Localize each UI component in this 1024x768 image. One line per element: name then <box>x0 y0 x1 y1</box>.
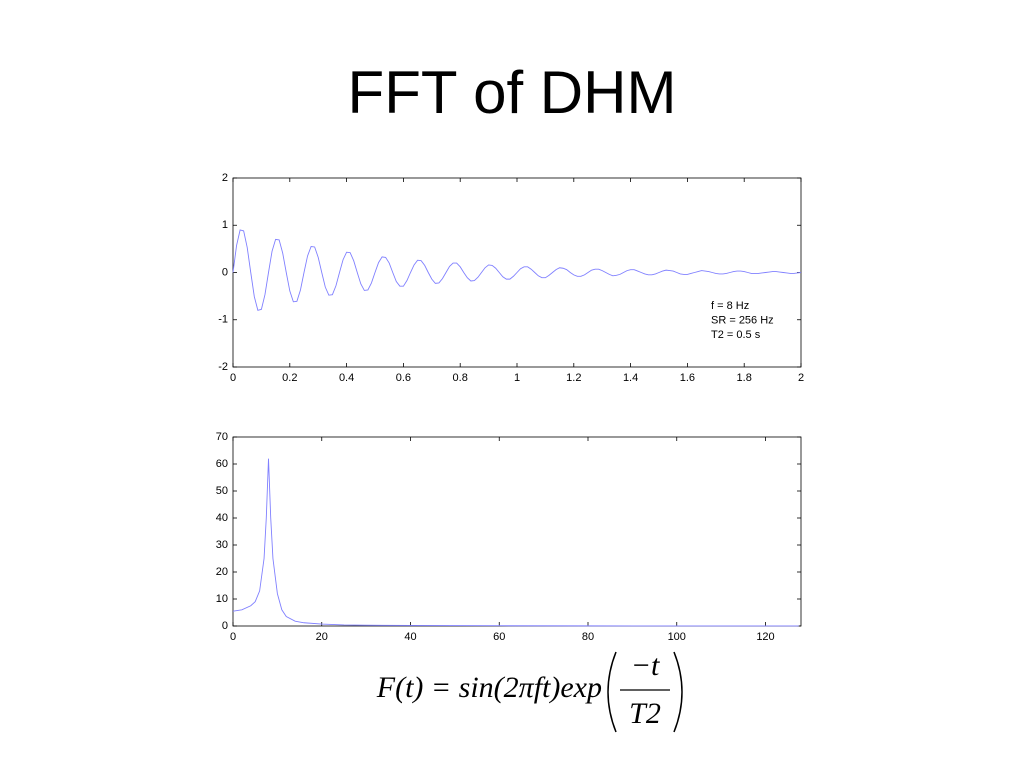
data-line <box>232 229 802 311</box>
y-tick-label: -2 <box>218 361 228 373</box>
paren-left <box>607 651 617 733</box>
x-tick-label: 1.4 <box>623 372 638 384</box>
annotation: T2 = 0.5 s <box>711 329 761 341</box>
y-tick-label: 50 <box>216 485 228 497</box>
x-tick-label: 0.6 <box>396 372 411 384</box>
formula: F(t) = sin(2πft)exp −t T2 <box>376 649 683 733</box>
x-tick-label: 0 <box>230 372 236 384</box>
formula-denominator: T2 <box>629 697 661 730</box>
formula-lhs: F(t) = sin(2πft)exp <box>376 671 602 704</box>
x-tick-label: 1.6 <box>680 372 695 384</box>
y-tick-label: 0 <box>222 620 228 632</box>
formula-numerator: −t <box>631 649 660 682</box>
x-tick-label: 0.2 <box>282 372 297 384</box>
y-tick-label: 70 <box>216 431 228 443</box>
annotation: SR = 256 Hz <box>711 314 774 326</box>
x-tick-label: 2 <box>798 372 804 384</box>
x-tick-label: 40 <box>404 631 416 643</box>
x-tick-label: 0.4 <box>339 372 354 384</box>
x-tick-label: 100 <box>668 631 686 643</box>
y-tick-label: 0 <box>222 266 228 278</box>
y-tick-label: 10 <box>216 593 228 605</box>
x-tick-label: 60 <box>493 631 505 643</box>
x-tick-label: 0.8 <box>453 372 468 384</box>
x-tick-label: 0 <box>230 631 236 643</box>
slide-title: FFT of DHM <box>348 59 677 126</box>
x-tick-label: 1 <box>514 372 520 384</box>
y-tick-label: 20 <box>216 566 228 578</box>
x-tick-label: 1.2 <box>566 372 581 384</box>
annotation: f = 8 Hz <box>711 300 749 312</box>
y-tick-label: 40 <box>216 512 228 524</box>
x-tick-label: 80 <box>582 631 594 643</box>
data-line <box>232 458 799 627</box>
x-tick-label: 20 <box>316 631 328 643</box>
y-tick-label: 30 <box>216 539 228 551</box>
y-tick-label: 1 <box>222 219 228 231</box>
x-tick-label: 120 <box>756 631 774 643</box>
paren-right <box>673 651 683 733</box>
x-tick-label: 1.8 <box>737 372 752 384</box>
y-tick-label: -1 <box>218 314 228 326</box>
y-tick-label: 2 <box>222 172 228 184</box>
y-tick-label: 60 <box>216 458 228 470</box>
